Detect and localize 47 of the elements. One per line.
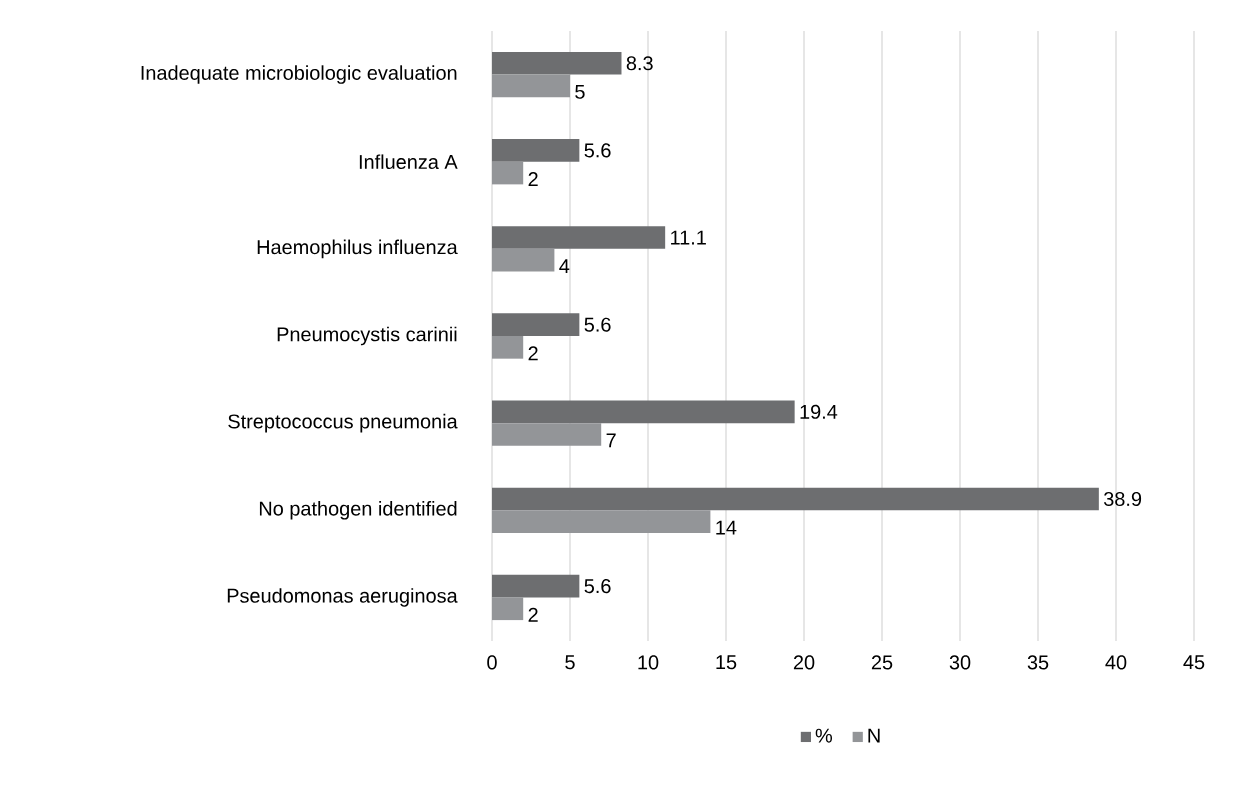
data-label: 5 <box>575 84 585 99</box>
data-label: 2 <box>528 172 538 186</box>
data-label: 2 <box>528 607 538 622</box>
data-label: 5.6 <box>584 317 611 332</box>
bar <box>492 139 580 162</box>
data-label: 8.3 <box>626 56 653 71</box>
data-label: 5.6 <box>584 143 611 158</box>
x-tick-label: 10 <box>638 655 659 670</box>
y-tick-label: No pathogen identified <box>259 501 457 520</box>
bar <box>492 423 602 446</box>
bar <box>492 313 580 336</box>
legend-label: % <box>815 728 833 743</box>
x-tick-label: 25 <box>871 655 893 670</box>
data-label: 19.4 <box>800 404 838 419</box>
data-label: 7 <box>606 433 616 448</box>
y-tick-label: Inadequate microbiologic evaluation <box>141 65 457 84</box>
y-tick-label: Pneumocystis carinii <box>277 326 457 346</box>
data-label: 14 <box>716 520 737 535</box>
x-tick-label: 45 <box>1183 655 1205 670</box>
legend-label: N <box>868 728 880 743</box>
bar <box>492 161 524 185</box>
data-label: 5.6 <box>584 579 611 594</box>
bar <box>492 51 622 75</box>
bar <box>492 400 795 424</box>
bar <box>492 336 524 359</box>
bar <box>492 74 570 98</box>
bar <box>492 487 1099 511</box>
bar <box>492 226 666 249</box>
x-tick-label: 5 <box>565 655 575 670</box>
data-label: 11.1 <box>671 230 706 245</box>
y-tick-label: Influenza A <box>359 154 458 170</box>
x-tick-label: 0 <box>487 655 497 670</box>
bar <box>492 574 580 598</box>
bar <box>492 597 524 621</box>
bar <box>492 248 555 272</box>
y-tick-label: Haemophilus influenza <box>257 239 458 259</box>
x-tick-label: 35 <box>1027 655 1049 670</box>
y-tick-label: Streptococcus pneumonia <box>228 413 458 433</box>
x-tick-label: 30 <box>949 655 971 670</box>
x-tick-label: 15 <box>716 655 737 670</box>
y-tick-label: Pseudomonas aeruginosa <box>227 588 458 607</box>
data-label: 4 <box>559 259 570 274</box>
data-label: 2 <box>528 346 538 361</box>
data-label: 38.9 <box>1103 491 1142 507</box>
x-tick-label: 20 <box>793 655 815 670</box>
x-tick-label: 40 <box>1105 655 1127 670</box>
bar <box>492 510 711 533</box>
